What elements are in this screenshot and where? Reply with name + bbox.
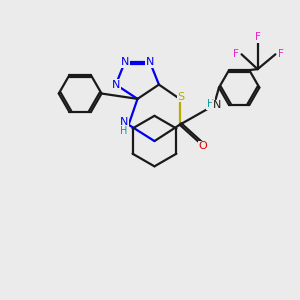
Text: N: N — [112, 80, 120, 90]
Text: N: N — [213, 100, 221, 110]
Text: F: F — [233, 49, 239, 59]
Text: O: O — [198, 141, 207, 152]
Text: F: F — [255, 32, 260, 42]
Text: H: H — [121, 126, 128, 136]
Text: S: S — [178, 92, 185, 101]
Text: N: N — [121, 57, 129, 67]
Text: F: F — [278, 49, 284, 59]
Text: N: N — [120, 117, 128, 128]
Text: H: H — [207, 99, 214, 109]
Text: N: N — [146, 57, 154, 67]
